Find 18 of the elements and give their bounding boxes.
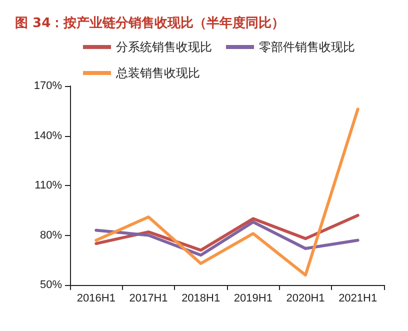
y-tick-label: 110% — [34, 180, 62, 192]
x-tick-label: 2017H1 — [129, 292, 168, 304]
chart-title: 图 34：按产业链分销售收现比（半年度同比） — [15, 15, 285, 31]
x-tick-label: 2020H1 — [286, 292, 325, 304]
y-tick-label: 80% — [40, 229, 62, 242]
line-series — [94, 214, 360, 252]
line-series — [94, 108, 360, 277]
legend-label: 分系统销售收现比 — [116, 40, 212, 54]
y-tick-label: 140% — [34, 130, 62, 142]
legend-label: 总装销售收现比 — [115, 66, 200, 80]
x-tick-label: 2021H1 — [338, 292, 378, 304]
y-tick-label: 170% — [34, 80, 62, 92]
legend-label: 零部件销售收现比 — [259, 40, 355, 54]
x-tick-label: 2019H1 — [234, 292, 272, 304]
y-tick-label: 50% — [40, 279, 62, 291]
x-tick-label: 2018H1 — [182, 292, 220, 304]
x-tick-label: 2016H1 — [76, 292, 116, 304]
line-series — [94, 220, 360, 257]
